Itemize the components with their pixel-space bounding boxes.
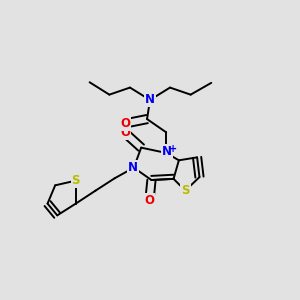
- Text: O: O: [120, 117, 130, 130]
- Text: +: +: [169, 144, 177, 154]
- Text: N: N: [162, 145, 172, 158]
- Text: N: N: [128, 161, 138, 174]
- Text: O: O: [120, 126, 130, 140]
- Text: S: S: [181, 184, 190, 197]
- Text: O: O: [144, 194, 154, 207]
- Text: S: S: [72, 174, 80, 187]
- Text: N: N: [145, 93, 155, 106]
